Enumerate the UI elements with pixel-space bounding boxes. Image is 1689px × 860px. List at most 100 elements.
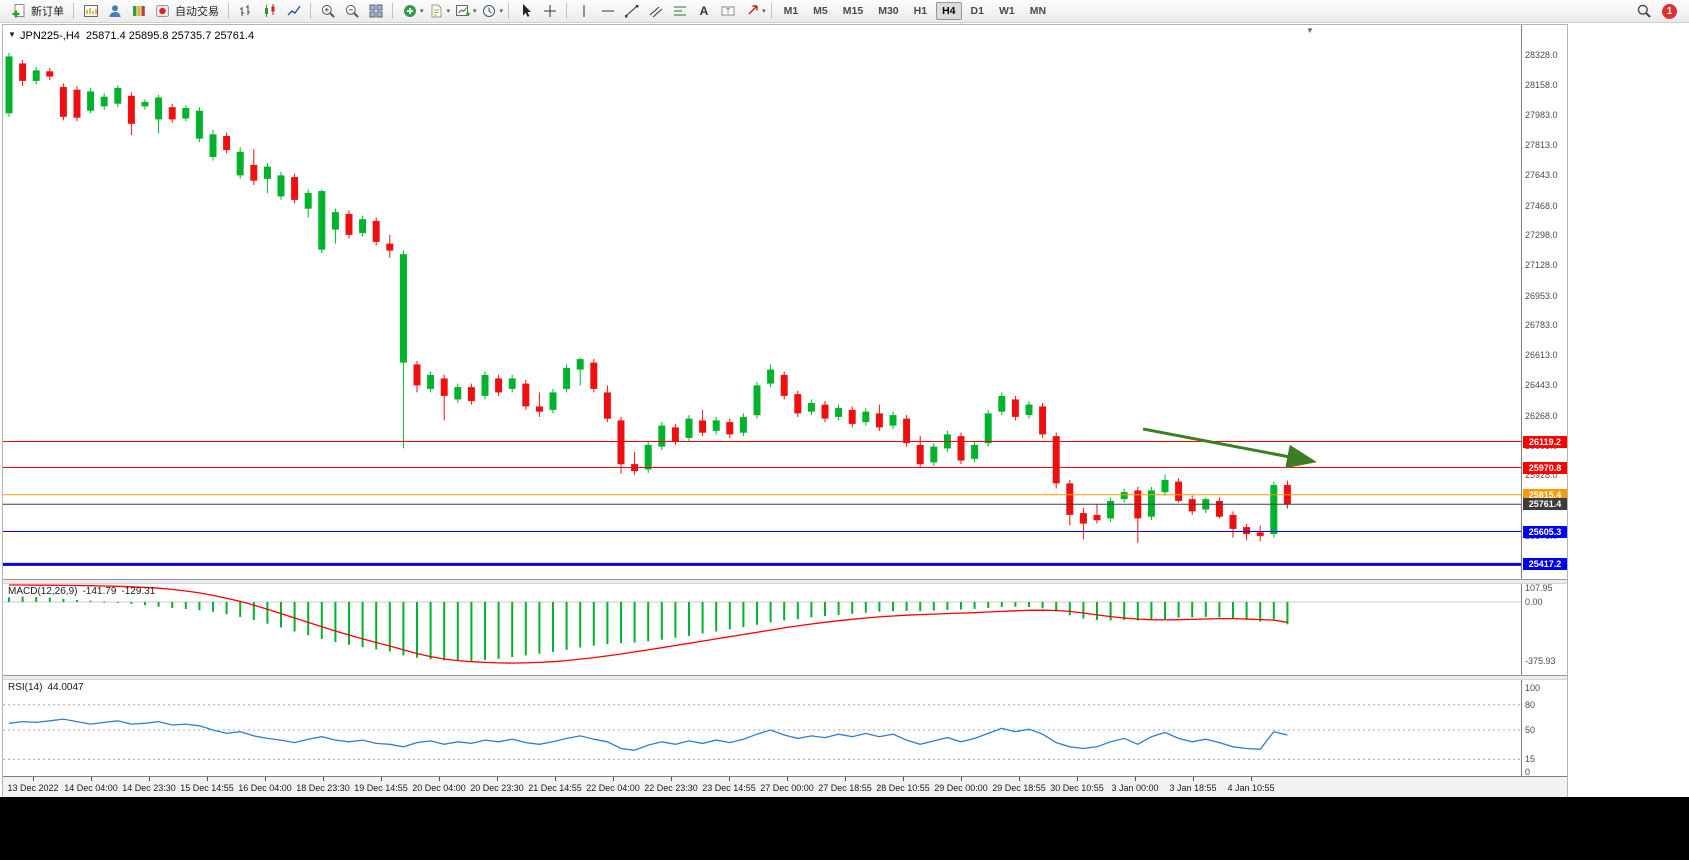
templates-dropdown-caret[interactable]: ▾ <box>446 8 451 15</box>
new-chart-button[interactable] <box>451 1 474 21</box>
time-axis-label: 15 Dec 14:55 <box>180 783 234 793</box>
tf-button-M30[interactable]: M30 <box>878 5 899 17</box>
new-chart-dropdown-caret[interactable]: ▾ <box>473 8 477 15</box>
cursor-button[interactable] <box>514 1 537 21</box>
horizontal-price-lines[interactable] <box>3 441 1521 566</box>
rsi-axis-label: 80 <box>1525 699 1536 710</box>
channel-button[interactable] <box>644 1 667 21</box>
tf-button-M5[interactable]: M5 <box>813 5 828 17</box>
periods-dropdown-caret[interactable]: ▾ <box>499 8 504 15</box>
tf-button-W1[interactable]: W1 <box>998 5 1015 17</box>
time-axis-label: 14 Dec 23:30 <box>122 783 176 793</box>
tf-button-H1[interactable]: H1 <box>913 5 928 17</box>
channel-icon <box>649 6 662 18</box>
time-axis-label: 18 Dec 23:30 <box>296 783 350 793</box>
search-icon <box>1637 4 1651 18</box>
autotrading-button[interactable]: 自动交易 <box>151 2 223 20</box>
trend-arrow-annotation[interactable] <box>1142 427 1317 469</box>
tf-button-M15[interactable]: M15 <box>842 5 864 17</box>
price-axis-label: 27468.0 <box>1525 200 1558 211</box>
rsi-axis[interactable]: 100 80 50 15 0 <box>1521 680 1567 777</box>
macd-axis-label: -375.93 <box>1525 656 1556 666</box>
chart-window-icon <box>83 5 98 17</box>
periods-button[interactable] <box>478 1 501 21</box>
line-chart-icon <box>287 5 301 16</box>
chart-window-button[interactable] <box>79 1 102 21</box>
new-order-button[interactable]: 新订单 <box>6 2 68 20</box>
price-line-label: 25761.4 <box>1523 498 1567 511</box>
macd-axis[interactable]: 107.95 0.00 -375.93 <box>1521 583 1567 675</box>
price-axis[interactable]: 28328.0 28158.0 27983.0 27813.0 27643.0 27468… <box>1521 25 1567 579</box>
macd-chart <box>3 584 1521 675</box>
toolbar-separator <box>228 3 229 19</box>
zoom-in-button[interactable] <box>316 1 339 21</box>
time-axis-tick <box>497 777 498 781</box>
price-axis-label: 27128.0 <box>1525 260 1558 270</box>
notification-badge[interactable]: 1 <box>1662 3 1677 19</box>
time-axis-label: 21 Dec 14:55 <box>528 783 582 793</box>
time-axis-tick <box>33 777 34 781</box>
horizontal-line-icon <box>601 10 614 12</box>
main-chart-panel[interactable]: ▼ JPN225-,H4 25871.4 25895.8 25735.7 2576… <box>3 25 1567 579</box>
tf-button-H4[interactable]: H4 <box>936 2 962 20</box>
bar-chart-button[interactable] <box>234 1 257 21</box>
chart-shift-marker[interactable]: ▼ <box>1306 26 1314 35</box>
toolbar-separator <box>73 3 74 19</box>
time-axis-label: 27 Dec 18:55 <box>818 783 872 793</box>
time-axis[interactable]: 13 Dec 2022 14 Dec 04:00 14 Dec 23:30 15 De… <box>3 776 1567 797</box>
macd-label: MACD(12,26,9) <box>8 586 78 597</box>
time-axis-label: 16 Dec 04:00 <box>238 783 292 793</box>
price-line-label: 26119.2 <box>1523 435 1567 448</box>
panel-separator[interactable] <box>3 579 1567 584</box>
toolbar-separator <box>508 3 510 19</box>
chart-symbol-period: JPN225-,H4 <box>20 30 80 42</box>
time-axis-tick <box>903 777 904 781</box>
candlestick-chart[interactable] <box>3 25 1521 579</box>
svg-text:A: A <box>699 4 708 18</box>
new-chart-icon <box>455 5 470 16</box>
time-axis-tick <box>1135 777 1136 781</box>
price-axis-label: 26783.0 <box>1525 320 1558 331</box>
tile-windows-button[interactable] <box>364 1 387 21</box>
tf-button-M1[interactable]: M1 <box>783 5 799 17</box>
profiles-button[interactable] <box>103 1 126 21</box>
fibonacci-button[interactable] <box>668 1 691 21</box>
line-chart-button[interactable] <box>282 1 305 21</box>
horizontal-line-button[interactable] <box>596 1 619 21</box>
chart-title: JPN225-,H4 25871.4 25895.8 25735.7 25761.… <box>20 30 260 42</box>
zoom-out-button[interactable] <box>340 1 363 21</box>
indicators-button[interactable] <box>398 1 421 21</box>
autotrading-label: 自动交易 <box>175 6 219 18</box>
time-axis-label: 19 Dec 14:55 <box>354 783 408 793</box>
indicators-icon <box>403 5 416 17</box>
panel-separator[interactable] <box>3 675 1567 680</box>
one-click-trading-arrow[interactable]: ▼ <box>8 30 16 39</box>
rsi-panel[interactable]: RSI(14) 44.0047 100 80 50 15 0 <box>3 680 1567 777</box>
trendline-button[interactable] <box>620 1 643 21</box>
label-button[interactable]: T <box>716 1 739 21</box>
price-axis-label: 26268.0 <box>1525 410 1558 421</box>
price-axis-label: 26443.0 <box>1525 379 1558 390</box>
time-axis-label: 29 Dec 00:00 <box>934 783 988 793</box>
crosshair-button[interactable] <box>538 1 561 21</box>
search-button[interactable] <box>1632 1 1655 21</box>
time-axis-label: 28 Dec 10:55 <box>876 783 930 793</box>
price-line-label: 25815.4 <box>1523 488 1567 501</box>
indicators-dropdown-caret[interactable]: ▾ <box>420 8 424 15</box>
price-axis-label: 27298.0 <box>1525 230 1558 241</box>
templates-button[interactable] <box>425 1 448 21</box>
macd-panel[interactable]: MACD(12,26,9) -141.79 -129.31 107.95 0.00 -3… <box>3 583 1567 675</box>
candlestick-chart-button[interactable] <box>258 1 281 21</box>
tf-button-D1[interactable]: D1 <box>970 5 984 17</box>
text-button[interactable]: A <box>692 1 715 21</box>
vertical-line-button[interactable] <box>572 1 595 21</box>
zoom-out-icon <box>345 4 359 18</box>
price-axis-label: 27813.0 <box>1525 140 1558 151</box>
arrows-dropdown-caret[interactable]: ▾ <box>762 8 766 15</box>
rsi-line <box>8 718 1288 751</box>
tf-button-MN[interactable]: MN <box>1029 5 1047 17</box>
time-axis-tick <box>1251 777 1252 781</box>
indicator-list-button[interactable] <box>127 1 150 21</box>
time-axis-label: 14 Dec 04:00 <box>64 783 118 793</box>
arrows-button[interactable] <box>740 1 763 21</box>
